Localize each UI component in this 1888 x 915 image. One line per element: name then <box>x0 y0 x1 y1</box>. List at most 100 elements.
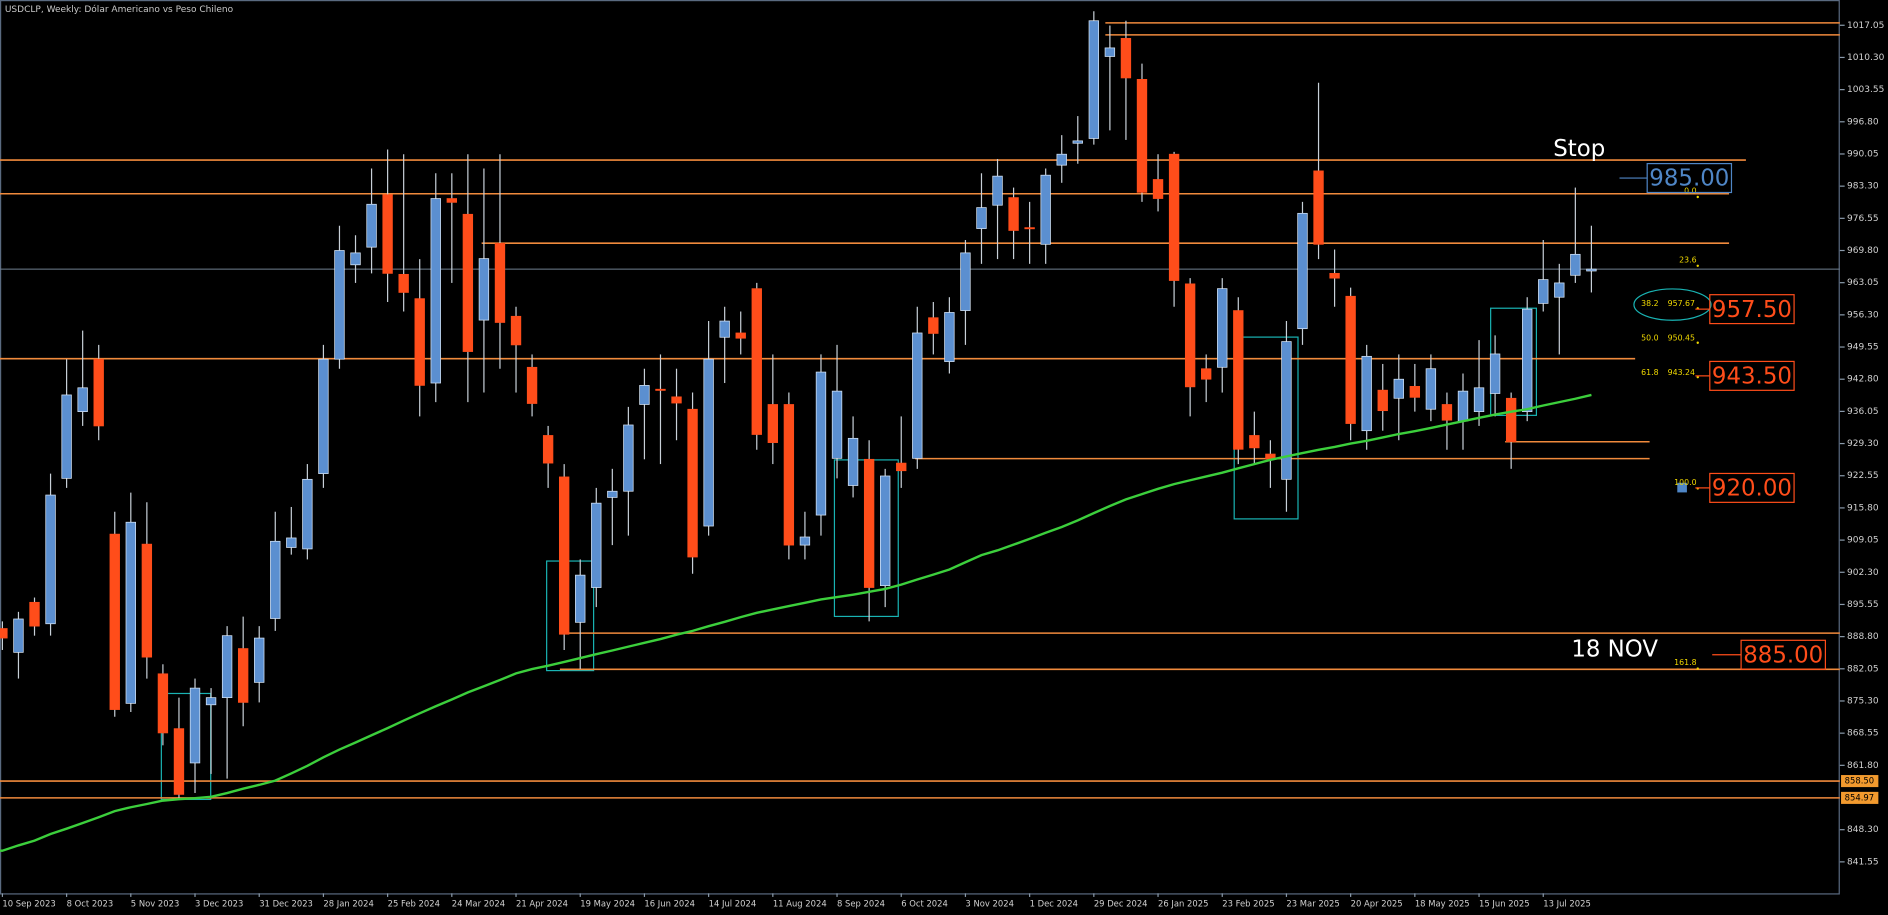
x-tick-label: 15 Jun 2025 <box>1479 899 1530 909</box>
candle-body <box>1489 353 1501 394</box>
fib-dot <box>1696 375 1699 379</box>
candle-body <box>414 298 425 386</box>
candle-body <box>1522 308 1533 412</box>
y-tick-label: 963.05 <box>1847 278 1879 288</box>
candle-body <box>109 533 120 710</box>
candle-body <box>510 315 522 346</box>
candle-body <box>1393 378 1404 399</box>
candle-body <box>687 408 698 558</box>
x-tick-label: 23 Mar 2025 <box>1286 899 1339 909</box>
candle-body <box>125 521 136 704</box>
candle-body <box>1040 174 1051 245</box>
price-tag-label: 858.50 <box>1845 776 1874 786</box>
target-label: 885.00 <box>1743 642 1823 668</box>
candle-body <box>863 458 875 588</box>
candle-body <box>1554 282 1565 298</box>
fib-level-label: 161.8 <box>1674 658 1696 667</box>
candle-body <box>61 394 72 479</box>
y-tick-label: 983.30 <box>1847 182 1879 192</box>
x-tick-label: 8 Oct 2023 <box>67 899 114 909</box>
y-tick-label: 868.55 <box>1847 729 1879 739</box>
candle-body <box>1425 368 1437 410</box>
fib-dot <box>1696 264 1699 267</box>
candle-body <box>799 536 811 546</box>
candle-body <box>382 194 393 274</box>
candle-body <box>334 250 345 360</box>
candle-body <box>623 424 634 492</box>
candle-body <box>1570 253 1581 276</box>
moving-average <box>0 393 1592 852</box>
x-tick-label: 6 Oct 2024 <box>901 899 948 909</box>
candle-body <box>13 618 24 653</box>
candle-body <box>1201 368 1212 380</box>
highlight-ellipse <box>1633 288 1712 321</box>
y-tick-label: 976.55 <box>1847 214 1879 224</box>
x-tick-label: 28 Jan 2024 <box>323 899 373 909</box>
fib-price-label: 950.45 <box>1668 333 1695 342</box>
candle-body <box>1168 153 1180 281</box>
candle-body <box>719 320 730 338</box>
candle-body <box>751 288 762 435</box>
candle-body <box>1056 153 1067 166</box>
x-tick-label: 13 Jul 2025 <box>1543 899 1591 909</box>
candle-body <box>992 175 1003 206</box>
candle-body <box>944 312 955 362</box>
y-tick-label: 922.55 <box>1847 471 1879 481</box>
candle-body <box>270 540 281 619</box>
fib-dot <box>1696 195 1699 199</box>
target-label: 985.00 <box>1649 166 1729 192</box>
candle-body <box>0 628 8 639</box>
fib-level-label: 38.2 <box>1641 299 1658 308</box>
candle-body <box>398 273 409 293</box>
x-tick-label: 11 Aug 2024 <box>773 899 827 909</box>
candle-body <box>430 198 441 384</box>
x-tick-label: 21 Apr 2024 <box>516 899 568 909</box>
target-label: 943.50 <box>1712 364 1792 390</box>
candle-body <box>1457 390 1469 422</box>
candle-body <box>1136 79 1148 193</box>
y-tick-label: 1010.30 <box>1847 53 1885 63</box>
candle-body <box>1538 279 1549 304</box>
candle-body <box>526 366 538 404</box>
candle-body <box>1104 47 1116 57</box>
candle-body <box>366 203 377 248</box>
candle-body <box>1441 404 1453 421</box>
candle-body <box>1505 397 1517 443</box>
candle-body <box>1345 295 1356 424</box>
y-tick-label: 915.80 <box>1847 503 1879 513</box>
candle-body <box>350 252 361 266</box>
y-tick-label: 929.30 <box>1847 439 1879 449</box>
price-tag <box>1841 775 1879 788</box>
candle-body <box>896 462 907 472</box>
fib-level-label: 100.0 <box>1674 478 1696 487</box>
candle-body <box>591 502 602 588</box>
candle-body <box>1313 170 1324 245</box>
candle-body <box>1008 197 1019 231</box>
plot-border <box>0 0 1840 895</box>
y-tick-label: 841.55 <box>1847 857 1879 867</box>
x-tick-label: 31 Dec 2023 <box>259 899 313 909</box>
annotation: 18 NOV <box>1571 637 1658 663</box>
y-tick-label: 895.55 <box>1847 600 1879 610</box>
x-tick-label: 18 May 2025 <box>1415 899 1470 909</box>
x-tick-label: 25 Feb 2024 <box>388 899 440 909</box>
candle-body <box>831 390 843 459</box>
candle-body <box>462 213 474 352</box>
candle-body <box>221 635 233 699</box>
candle-body <box>494 242 506 323</box>
candle-body <box>1249 435 1260 449</box>
candle-body <box>157 673 169 734</box>
candle-body <box>639 385 650 405</box>
candle-body <box>478 258 490 321</box>
target-box <box>1740 639 1826 670</box>
candle-body <box>735 332 746 339</box>
candle-body <box>783 404 795 546</box>
price-tag-label: 854.97 <box>1845 792 1874 802</box>
candle-body <box>237 648 249 703</box>
y-tick-label: 942.80 <box>1847 375 1879 385</box>
y-tick-label: 909.05 <box>1847 536 1879 546</box>
x-tick-label: 24 Mar 2024 <box>452 899 505 909</box>
chart-title: USDCLP, Weekly: Dólar Americano vs Peso … <box>5 4 234 15</box>
candle-body <box>141 543 153 658</box>
